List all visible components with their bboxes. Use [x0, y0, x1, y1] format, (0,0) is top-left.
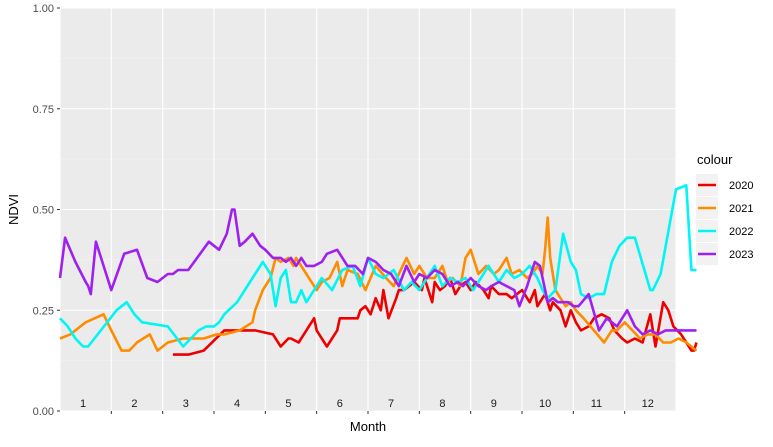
month-label: 10 — [539, 398, 551, 410]
y-axis-title: NDVI — [6, 194, 21, 225]
legend-label: 2021 — [729, 203, 753, 215]
y-tick-label: 0.75 — [33, 104, 54, 116]
series-line-2020 — [172, 276, 698, 356]
month-label: 12 — [642, 398, 654, 410]
month-label: 6 — [337, 398, 343, 410]
series-line-2023 — [58, 208, 697, 336]
legend-label: 2022 — [729, 226, 753, 238]
y-tick-label: 0.25 — [33, 305, 54, 317]
month-label: 11 — [591, 398, 602, 410]
legend: colour 2020 2021 2022 2023 — [696, 152, 753, 265]
series-line-2022 — [59, 184, 697, 348]
month-label: 7 — [388, 398, 394, 410]
y-tick-label: 0.00 — [33, 406, 54, 418]
month-label: 5 — [285, 398, 291, 410]
axes: 0.00 0.25 0.50 0.75 1.00 — [33, 3, 626, 418]
month-label: 8 — [439, 398, 445, 410]
month-label: 3 — [183, 398, 189, 410]
month-label: 9 — [491, 398, 497, 410]
month-label: 1 — [80, 398, 86, 410]
month-label: 4 — [234, 398, 240, 410]
series-line-2021 — [59, 216, 698, 352]
y-tick-label: 0.50 — [33, 205, 54, 217]
series-lines — [58, 184, 698, 356]
month-label: 2 — [131, 398, 137, 410]
legend-title: colour — [697, 152, 733, 167]
y-tick-label: 1.00 — [33, 3, 54, 15]
x-axis-title: Month — [350, 419, 386, 434]
legend-label: 2020 — [729, 180, 753, 192]
legend-label: 2023 — [729, 249, 753, 261]
x-tick-labels: 1 2 3 4 5 6 7 8 9 10 11 12 — [80, 398, 654, 410]
